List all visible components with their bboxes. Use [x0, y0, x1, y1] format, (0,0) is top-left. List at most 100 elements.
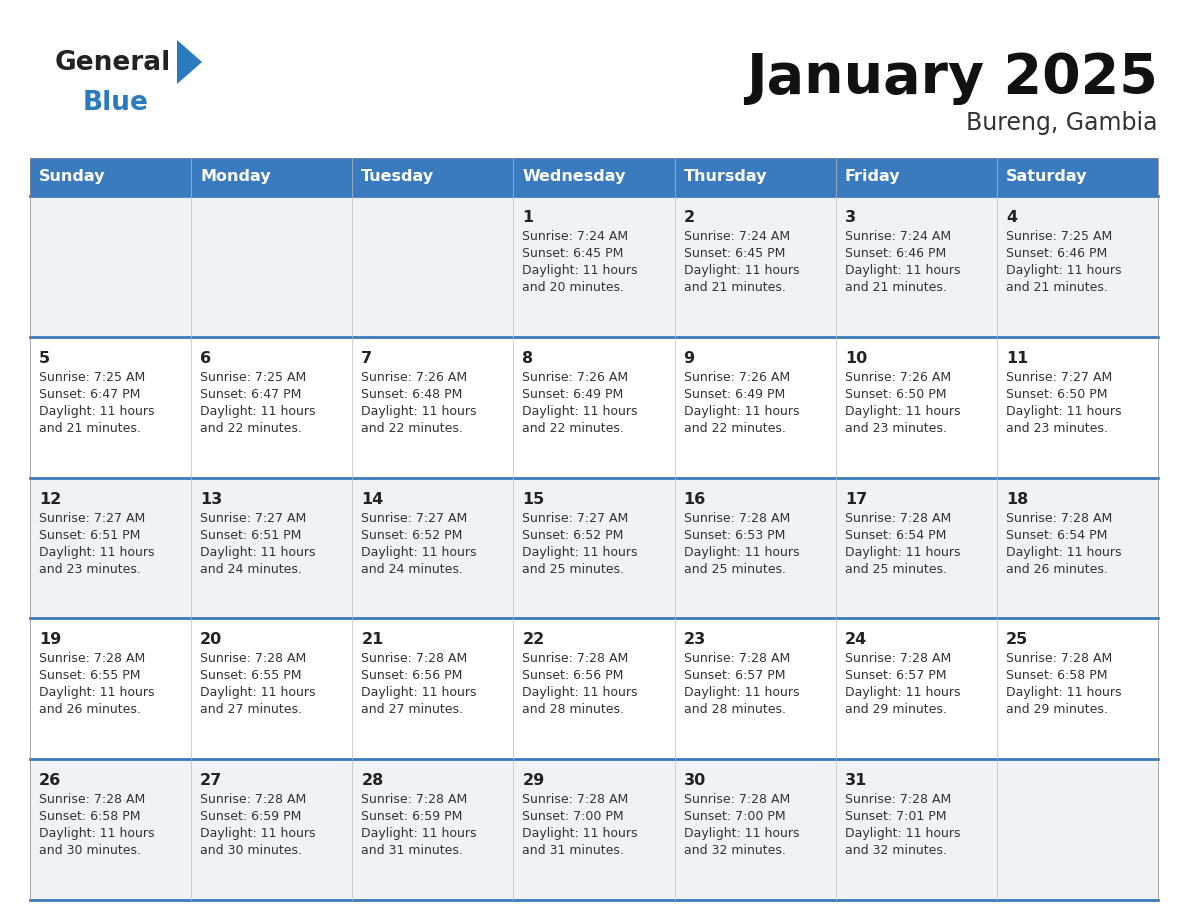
- Text: Sunrise: 7:28 AM: Sunrise: 7:28 AM: [39, 653, 145, 666]
- Text: 30: 30: [683, 773, 706, 789]
- Text: and 27 minutes.: and 27 minutes.: [200, 703, 302, 716]
- Text: Sunrise: 7:28 AM: Sunrise: 7:28 AM: [845, 793, 950, 806]
- Text: Daylight: 11 hours: Daylight: 11 hours: [523, 827, 638, 840]
- Text: Sunrise: 7:24 AM: Sunrise: 7:24 AM: [523, 230, 628, 243]
- Text: Daylight: 11 hours: Daylight: 11 hours: [1006, 545, 1121, 558]
- Text: Sunrise: 7:25 AM: Sunrise: 7:25 AM: [39, 371, 145, 384]
- Text: Daylight: 11 hours: Daylight: 11 hours: [200, 827, 316, 840]
- Text: Sunset: 6:51 PM: Sunset: 6:51 PM: [39, 529, 140, 542]
- Bar: [30, 619, 191, 759]
- Text: Daylight: 11 hours: Daylight: 11 hours: [361, 687, 476, 700]
- Text: and 21 minutes.: and 21 minutes.: [845, 281, 947, 294]
- Text: Daylight: 11 hours: Daylight: 11 hours: [683, 545, 800, 558]
- Text: Sunrise: 7:27 AM: Sunrise: 7:27 AM: [39, 511, 145, 524]
- Text: Sunset: 6:47 PM: Sunset: 6:47 PM: [200, 387, 302, 401]
- Bar: [353, 759, 513, 900]
- Text: and 24 minutes.: and 24 minutes.: [200, 563, 302, 576]
- Text: Sunrise: 7:28 AM: Sunrise: 7:28 AM: [39, 793, 145, 806]
- Text: Daylight: 11 hours: Daylight: 11 hours: [845, 405, 960, 418]
- Text: and 31 minutes.: and 31 minutes.: [361, 845, 463, 857]
- Bar: [513, 196, 675, 337]
- Text: Sunrise: 7:28 AM: Sunrise: 7:28 AM: [845, 653, 950, 666]
- Bar: [30, 196, 191, 337]
- Text: Daylight: 11 hours: Daylight: 11 hours: [845, 264, 960, 277]
- Text: and 32 minutes.: and 32 minutes.: [845, 845, 947, 857]
- Text: 23: 23: [683, 633, 706, 647]
- Text: 29: 29: [523, 773, 544, 789]
- Text: and 25 minutes.: and 25 minutes.: [523, 563, 625, 576]
- Text: and 30 minutes.: and 30 minutes.: [200, 845, 302, 857]
- Text: 9: 9: [683, 351, 695, 365]
- Text: Sunset: 6:47 PM: Sunset: 6:47 PM: [39, 387, 140, 401]
- Text: Sunrise: 7:28 AM: Sunrise: 7:28 AM: [361, 793, 468, 806]
- Text: Sunset: 6:52 PM: Sunset: 6:52 PM: [361, 529, 462, 542]
- Text: Sunset: 6:50 PM: Sunset: 6:50 PM: [1006, 387, 1107, 401]
- Text: Daylight: 11 hours: Daylight: 11 hours: [683, 264, 800, 277]
- Text: Sunset: 6:54 PM: Sunset: 6:54 PM: [1006, 529, 1107, 542]
- Text: 8: 8: [523, 351, 533, 365]
- Text: Daylight: 11 hours: Daylight: 11 hours: [683, 827, 800, 840]
- Text: Daylight: 11 hours: Daylight: 11 hours: [1006, 405, 1121, 418]
- Text: Daylight: 11 hours: Daylight: 11 hours: [361, 545, 476, 558]
- Text: Daylight: 11 hours: Daylight: 11 hours: [523, 264, 638, 277]
- Text: 24: 24: [845, 633, 867, 647]
- Text: Daylight: 11 hours: Daylight: 11 hours: [845, 827, 960, 840]
- Bar: [191, 477, 353, 619]
- Text: Saturday: Saturday: [1006, 170, 1087, 185]
- Text: and 27 minutes.: and 27 minutes.: [361, 703, 463, 716]
- Text: Sunrise: 7:26 AM: Sunrise: 7:26 AM: [845, 371, 950, 384]
- Text: General: General: [55, 50, 171, 76]
- Text: Thursday: Thursday: [683, 170, 767, 185]
- Bar: [353, 196, 513, 337]
- Text: 20: 20: [200, 633, 222, 647]
- Bar: [675, 158, 835, 196]
- Text: 11: 11: [1006, 351, 1028, 365]
- Bar: [997, 196, 1158, 337]
- Bar: [513, 337, 675, 477]
- Text: and 30 minutes.: and 30 minutes.: [39, 845, 141, 857]
- Text: 21: 21: [361, 633, 384, 647]
- Text: Sunset: 6:49 PM: Sunset: 6:49 PM: [683, 387, 785, 401]
- Text: Sunrise: 7:27 AM: Sunrise: 7:27 AM: [1006, 371, 1112, 384]
- Text: Sunrise: 7:28 AM: Sunrise: 7:28 AM: [523, 793, 628, 806]
- Text: Sunset: 6:48 PM: Sunset: 6:48 PM: [361, 387, 462, 401]
- Text: Sunrise: 7:25 AM: Sunrise: 7:25 AM: [200, 371, 307, 384]
- Text: Sunrise: 7:28 AM: Sunrise: 7:28 AM: [523, 653, 628, 666]
- Text: Sunrise: 7:28 AM: Sunrise: 7:28 AM: [683, 793, 790, 806]
- Text: Daylight: 11 hours: Daylight: 11 hours: [523, 405, 638, 418]
- Bar: [30, 158, 191, 196]
- Text: Sunrise: 7:28 AM: Sunrise: 7:28 AM: [1006, 511, 1112, 524]
- Text: and 22 minutes.: and 22 minutes.: [683, 421, 785, 435]
- Text: Tuesday: Tuesday: [361, 170, 435, 185]
- Text: and 23 minutes.: and 23 minutes.: [845, 421, 947, 435]
- Text: 25: 25: [1006, 633, 1028, 647]
- Text: 19: 19: [39, 633, 62, 647]
- Text: Sunset: 6:51 PM: Sunset: 6:51 PM: [200, 529, 302, 542]
- Text: Wednesday: Wednesday: [523, 170, 626, 185]
- Text: 15: 15: [523, 492, 544, 507]
- Bar: [191, 337, 353, 477]
- Bar: [513, 619, 675, 759]
- Text: Bureng, Gambia: Bureng, Gambia: [967, 111, 1158, 135]
- Text: 6: 6: [200, 351, 211, 365]
- Text: Sunrise: 7:27 AM: Sunrise: 7:27 AM: [200, 511, 307, 524]
- Text: and 21 minutes.: and 21 minutes.: [1006, 281, 1107, 294]
- Text: Sunrise: 7:27 AM: Sunrise: 7:27 AM: [523, 511, 628, 524]
- Text: and 31 minutes.: and 31 minutes.: [523, 845, 625, 857]
- Text: Daylight: 11 hours: Daylight: 11 hours: [200, 687, 316, 700]
- Text: January 2025: January 2025: [746, 51, 1158, 105]
- Text: and 26 minutes.: and 26 minutes.: [1006, 563, 1107, 576]
- Text: Sunrise: 7:24 AM: Sunrise: 7:24 AM: [845, 230, 950, 243]
- Text: 26: 26: [39, 773, 62, 789]
- Text: Sunset: 6:59 PM: Sunset: 6:59 PM: [200, 811, 302, 823]
- Text: and 28 minutes.: and 28 minutes.: [683, 703, 785, 716]
- Text: Sunset: 6:46 PM: Sunset: 6:46 PM: [845, 247, 946, 260]
- Text: Daylight: 11 hours: Daylight: 11 hours: [39, 687, 154, 700]
- Text: Sunrise: 7:28 AM: Sunrise: 7:28 AM: [361, 653, 468, 666]
- Text: Sunrise: 7:28 AM: Sunrise: 7:28 AM: [1006, 653, 1112, 666]
- Bar: [675, 337, 835, 477]
- Bar: [675, 196, 835, 337]
- Text: Daylight: 11 hours: Daylight: 11 hours: [361, 827, 476, 840]
- Text: and 32 minutes.: and 32 minutes.: [683, 845, 785, 857]
- Text: Sunset: 7:00 PM: Sunset: 7:00 PM: [523, 811, 624, 823]
